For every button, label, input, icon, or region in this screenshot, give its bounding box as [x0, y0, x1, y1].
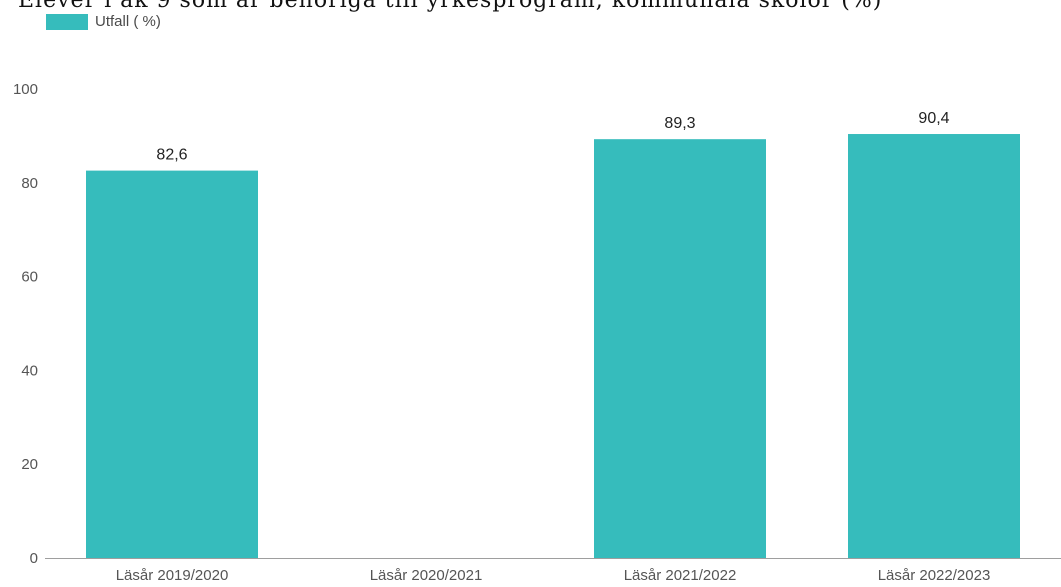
- bar: [848, 134, 1020, 559]
- x-tick-label: Läsår 2022/2023: [878, 567, 991, 584]
- y-tick-label: 0: [30, 550, 38, 567]
- bar-value-label: 90,4: [918, 110, 949, 127]
- bar-value-label: 89,3: [664, 115, 695, 132]
- bar: [594, 139, 766, 559]
- y-tick-label: 20: [21, 456, 38, 473]
- chart-title: Elever i åk 9 som är behöriga till yrkes…: [18, 0, 883, 13]
- y-tick-label: 60: [21, 269, 38, 286]
- legend-swatch: [46, 13, 88, 30]
- bar-value-label: 82,6: [156, 147, 187, 164]
- bar: [86, 170, 258, 558]
- y-tick-label: 80: [21, 175, 38, 192]
- legend: Utfall ( %): [46, 13, 161, 30]
- x-tick-label: Läsår 2021/2022: [624, 567, 737, 584]
- x-tick-label: Läsår 2019/2020: [116, 567, 229, 584]
- y-tick-label: 100: [13, 81, 38, 98]
- y-tick-label: 40: [21, 362, 38, 379]
- x-tick-label: Läsår 2020/2021: [370, 567, 483, 584]
- legend-label: Utfall ( %): [95, 13, 161, 30]
